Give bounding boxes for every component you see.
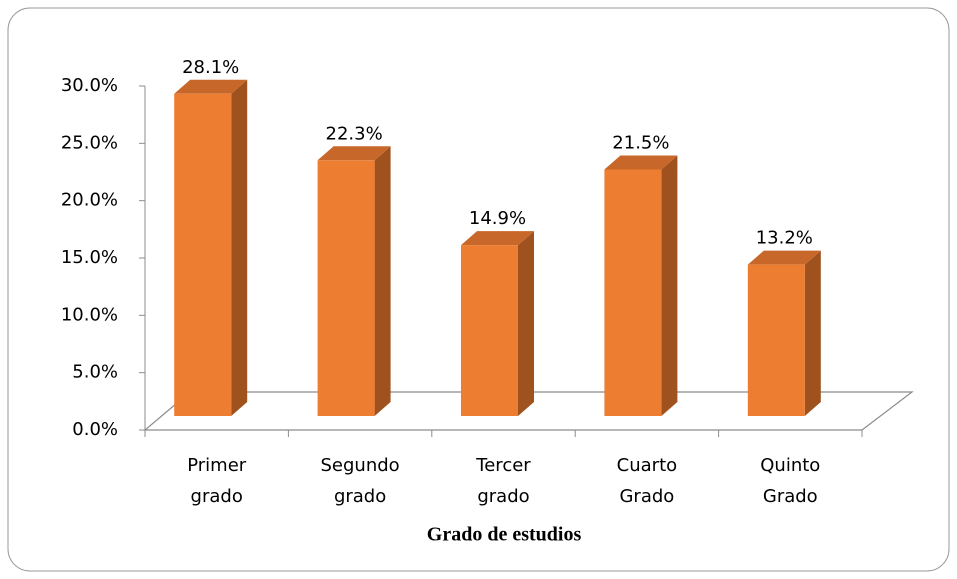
y-tick-label: 10.0% xyxy=(61,304,118,325)
x-tick-label: Primer grado xyxy=(187,455,247,507)
bar-top xyxy=(604,155,678,170)
value-label: 28.1% xyxy=(182,57,239,78)
y-tick-label: 0.0% xyxy=(72,419,118,440)
value-label: 22.3% xyxy=(326,123,383,144)
x-axis-label: Grado de estudios xyxy=(427,524,582,546)
bar xyxy=(317,160,375,416)
x-tick-label: Quinto Grado xyxy=(760,455,820,507)
x-tick-label: Segundo grado xyxy=(321,455,400,507)
bar-side xyxy=(804,250,821,416)
bar-top xyxy=(461,231,534,246)
y-tick-label: 5.0% xyxy=(72,362,118,383)
y-tick-label: 15.0% xyxy=(61,247,118,268)
bar-side xyxy=(231,79,248,416)
value-label: 21.5% xyxy=(612,132,669,153)
bar-top xyxy=(174,79,248,94)
value-label: 13.2% xyxy=(756,228,813,249)
y-tick-label: 30.0% xyxy=(61,75,118,96)
bar-side xyxy=(661,155,678,416)
bar-top xyxy=(747,250,821,265)
value-label: 14.9% xyxy=(469,208,526,229)
bar xyxy=(604,169,662,416)
bar-side xyxy=(374,146,391,416)
y-tick-label: 20.0% xyxy=(61,190,118,211)
bar xyxy=(747,264,805,416)
x-tick-label: Cuarto Grado xyxy=(617,455,677,507)
bar xyxy=(461,245,518,416)
x-tick-label: Tercer grado xyxy=(475,455,531,507)
bar-side xyxy=(518,231,534,416)
bar xyxy=(174,93,232,416)
y-tick-label: 25.0% xyxy=(61,132,118,153)
bar-top xyxy=(317,146,391,161)
